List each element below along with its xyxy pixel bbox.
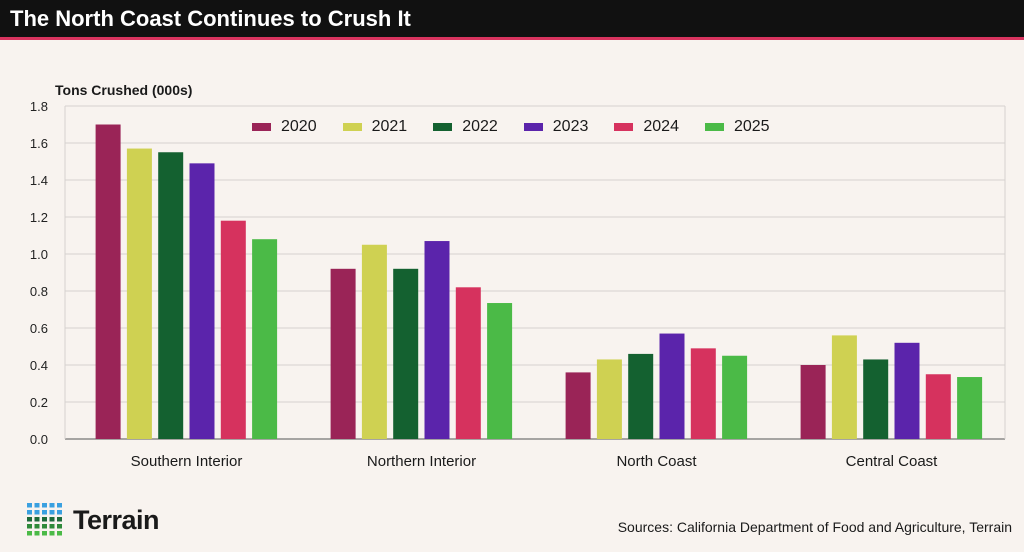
legend-item: 2023 (523, 118, 589, 136)
logo-dot (57, 517, 62, 522)
legend-swatch (252, 123, 271, 131)
bar-2024-central-coast (925, 374, 951, 439)
y-tick-label: 1.0 (30, 247, 48, 262)
y-axis-label: Tons Crushed (000s) (55, 82, 193, 98)
bar-2024-northern-interior (455, 287, 481, 439)
x-tick-label: Central Coast (846, 453, 939, 470)
terrain-logo-icon (27, 503, 62, 536)
logo-dot (49, 510, 55, 515)
legend-swatch (614, 123, 634, 131)
logo-dot (42, 510, 47, 515)
logo-dot (57, 531, 62, 536)
legend-label: 2025 (733, 118, 770, 135)
chart-title: The North Coast Continues to Crush It (10, 6, 411, 31)
source-note: Sources: California Department of Food a… (617, 519, 1012, 535)
logo-dot (42, 531, 47, 536)
bar-2023-southern-interior (189, 163, 215, 439)
bar-2025-north-coast (722, 355, 748, 439)
logo-dot (27, 517, 32, 522)
logo-dot (49, 517, 55, 522)
legend-swatch (342, 123, 362, 131)
logo-dot (34, 524, 40, 529)
legend-item: 2020 (252, 118, 317, 136)
legend-swatch (523, 123, 543, 131)
y-tick-label: 1.6 (30, 136, 48, 151)
logo-dot (49, 531, 55, 536)
x-tick-label: Southern Interior (131, 453, 243, 470)
logo-text: Terrain (73, 504, 160, 535)
bar-2020-north-coast (565, 372, 591, 439)
bar-2022-central-coast (863, 359, 889, 439)
y-tick-label: 1.4 (30, 173, 48, 188)
bar-2023-northern-interior (424, 241, 450, 439)
bar-2020-southern-interior (95, 124, 121, 439)
bar-2024-north-coast (690, 348, 716, 439)
y-tick-label: 0.0 (30, 432, 48, 447)
bar-2025-central-coast (957, 377, 983, 439)
legend-label: 2020 (281, 118, 317, 135)
logo-dot (49, 524, 55, 529)
bar-2020-northern-interior (330, 268, 356, 439)
logo-dot (27, 524, 32, 529)
bar-2025-northern-interior (487, 303, 513, 439)
logo-dot (34, 503, 40, 508)
bar-2021-central-coast (831, 335, 857, 439)
y-tick-label: 1.2 (30, 210, 48, 225)
bar-2022-northern-interior (393, 268, 419, 439)
logo-dot (42, 503, 47, 508)
y-tick-label: 0.2 (30, 395, 48, 410)
logo-dot (42, 524, 47, 529)
legend-item: 2021 (342, 118, 408, 136)
title-bar: The North Coast Continues to Crush It (0, 0, 1024, 40)
logo-dot (49, 503, 55, 508)
legend-label: 2021 (371, 118, 408, 135)
legend: 2020 2021 2022 2023 2024 2025 (252, 118, 796, 136)
y-tick-label: 0.4 (30, 358, 48, 373)
legend-item: 2022 (433, 118, 498, 136)
bar-2023-central-coast (894, 342, 920, 439)
legend-item: 2025 (704, 118, 770, 136)
bar-2021-north-coast (596, 359, 622, 439)
bar-2021-southern-interior (126, 148, 152, 440)
legend-label: 2024 (643, 118, 679, 135)
bar-2023-north-coast (659, 333, 685, 439)
logo-dot (42, 517, 47, 522)
x-tick-label: North Coast (616, 453, 697, 470)
logo-dot (57, 524, 62, 529)
logo-dot (27, 503, 32, 508)
bar-2022-north-coast (628, 353, 654, 439)
x-tick-label: Northern Interior (367, 453, 476, 470)
y-tick-label: 1.8 (30, 99, 48, 114)
y-tick-label: 0.6 (30, 321, 48, 336)
logo-dot (27, 531, 32, 536)
logo-dot (57, 503, 62, 508)
bar-2024-southern-interior (220, 220, 246, 439)
logo-dot (34, 510, 40, 515)
legend-item: 2024 (614, 118, 679, 136)
terrain-logo: Terrain (27, 503, 160, 537)
bar-2020-central-coast (800, 365, 826, 439)
y-tick-label: 0.8 (30, 284, 48, 299)
legend-swatch (433, 123, 453, 131)
logo-dot (27, 510, 32, 515)
legend-label: 2022 (462, 118, 498, 135)
legend-swatch (704, 123, 724, 131)
logo-dot (57, 510, 62, 515)
logo-dot (34, 517, 40, 522)
bar-2022-southern-interior (158, 152, 184, 439)
logo-dot (34, 531, 40, 536)
legend-label: 2023 (552, 118, 589, 135)
bar-2025-southern-interior (252, 239, 278, 439)
bar-2021-northern-interior (361, 244, 387, 439)
